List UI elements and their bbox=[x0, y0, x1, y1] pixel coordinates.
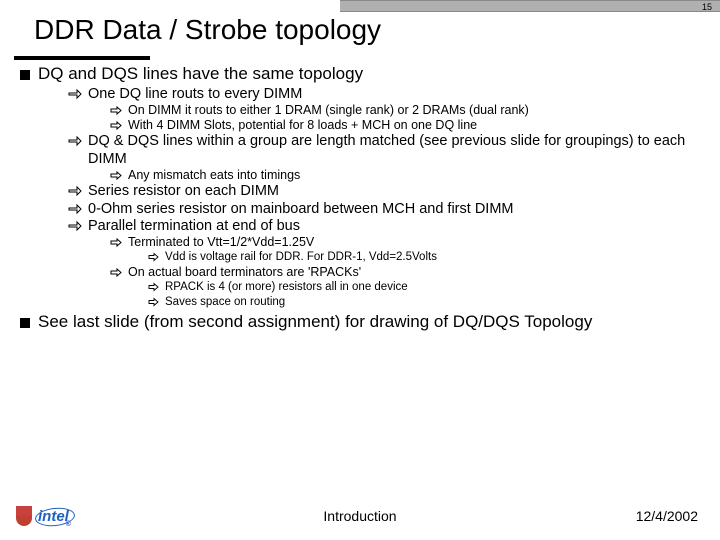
bullet-text: DQ and DQS lines have the same topology bbox=[38, 64, 363, 84]
bullet-level1: DQ and DQS lines have the same topology bbox=[20, 64, 706, 84]
arrow-bullet-icon bbox=[110, 105, 122, 116]
arrow-bullet-icon bbox=[148, 297, 159, 307]
bullet-level4: RPACK is 4 (or more) resistors all in on… bbox=[148, 280, 706, 295]
bullet-level3: With 4 DIMM Slots, potential for 8 loads… bbox=[110, 118, 706, 133]
bullet-level2: Series resistor on each DIMM bbox=[68, 183, 706, 200]
bullet-text: On actual board terminators are 'RPACKs' bbox=[128, 265, 361, 280]
bullet-level3: Terminated to Vtt=1/2*Vdd=1.25V bbox=[110, 235, 706, 250]
bullet-level3: Any mismatch eats into timings bbox=[110, 168, 706, 183]
arrow-bullet-icon bbox=[68, 135, 82, 147]
title-underline bbox=[14, 56, 150, 60]
bullet-text: RPACK is 4 (or more) resistors all in on… bbox=[165, 280, 408, 295]
bullet-text: With 4 DIMM Slots, potential for 8 loads… bbox=[128, 118, 477, 133]
bullet-text: One DQ line routs to every DIMM bbox=[88, 86, 302, 103]
square-bullet-icon bbox=[20, 318, 30, 328]
page-number: 15 bbox=[702, 2, 712, 12]
footer-title: Introduction bbox=[0, 508, 720, 524]
bullet-text: Parallel termination at end of bus bbox=[88, 218, 300, 235]
square-bullet-icon bbox=[20, 70, 30, 80]
arrow-bullet-icon bbox=[110, 267, 122, 278]
bullet-level3: On actual board terminators are 'RPACKs' bbox=[110, 265, 706, 280]
bullet-text: Vdd is voltage rail for DDR. For DDR-1, … bbox=[165, 250, 437, 265]
bullet-level4: Saves space on routing bbox=[148, 295, 706, 310]
slide-title: DDR Data / Strobe topology bbox=[34, 14, 381, 46]
bullet-level1: See last slide (from second assignment) … bbox=[20, 312, 706, 332]
header-accent-bar bbox=[340, 0, 720, 12]
arrow-bullet-icon bbox=[148, 282, 159, 292]
arrow-bullet-icon bbox=[68, 185, 82, 197]
bullet-text: 0-Ohm series resistor on mainboard betwe… bbox=[88, 201, 513, 218]
bullet-text: DQ & DQS lines within a group are length… bbox=[88, 133, 706, 168]
bullet-text: Saves space on routing bbox=[165, 295, 285, 310]
bullet-level2: 0-Ohm series resistor on mainboard betwe… bbox=[68, 201, 706, 218]
bullet-level2: One DQ line routs to every DIMM bbox=[68, 86, 706, 103]
bullet-level3: On DIMM it routs to either 1 DRAM (singl… bbox=[110, 103, 706, 118]
bullet-text: Any mismatch eats into timings bbox=[128, 168, 300, 183]
bullet-text: Terminated to Vtt=1/2*Vdd=1.25V bbox=[128, 235, 314, 250]
bullet-text: On DIMM it routs to either 1 DRAM (singl… bbox=[128, 103, 529, 118]
arrow-bullet-icon bbox=[110, 120, 122, 131]
bullet-text: Series resistor on each DIMM bbox=[88, 183, 279, 200]
arrow-bullet-icon bbox=[110, 170, 122, 181]
bullet-level2: Parallel termination at end of bus bbox=[68, 218, 706, 235]
bullet-text: See last slide (from second assignment) … bbox=[38, 312, 592, 332]
arrow-bullet-icon bbox=[68, 220, 82, 232]
bullet-level2: DQ & DQS lines within a group are length… bbox=[68, 133, 706, 168]
arrow-bullet-icon bbox=[68, 88, 82, 100]
arrow-bullet-icon bbox=[110, 237, 122, 248]
arrow-bullet-icon bbox=[148, 252, 159, 262]
arrow-bullet-icon bbox=[68, 203, 82, 215]
footer-date: 12/4/2002 bbox=[636, 508, 698, 524]
slide-body: DQ and DQS lines have the same topology … bbox=[20, 64, 706, 334]
bullet-level4: Vdd is voltage rail for DDR. For DDR-1, … bbox=[148, 250, 706, 265]
